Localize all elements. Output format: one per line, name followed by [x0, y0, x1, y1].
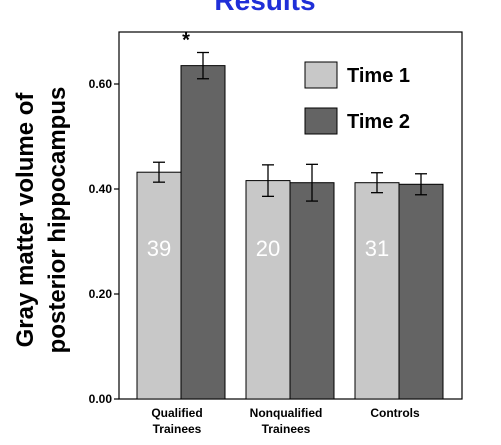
y-axis-title-line-2: posterior hippocampus [44, 87, 71, 354]
x-axis-labels: Qualified Trainees Nonqualified Trainees Con… [151, 406, 420, 436]
bar [354, 182, 400, 400]
legend: Time 1 Time 2 [304, 61, 410, 135]
bar [136, 171, 182, 400]
legend-label: Time 2 [347, 111, 410, 133]
x-tick-label: Qualified [151, 406, 202, 420]
x-tick-label: Controls [370, 406, 420, 420]
error-bars: * [153, 30, 427, 202]
y-axis-title: Gray matter volume of posterior hippocam… [12, 87, 71, 354]
legend-swatch [304, 107, 338, 135]
bar [398, 183, 444, 400]
y-tick-label: 0.20 [89, 287, 113, 301]
bar [245, 180, 291, 400]
sample-size-labels: 39 20 31 [147, 236, 389, 261]
bar [289, 182, 335, 400]
legend-swatch [304, 61, 338, 89]
y-axis: 0.00 0.20 0.40 0.60 [89, 77, 119, 406]
significance-marker: * [182, 30, 190, 52]
y-tick-label: 0.40 [89, 182, 113, 196]
y-tick-label: 0.00 [89, 392, 113, 406]
y-tick-label: 0.60 [89, 77, 113, 91]
x-tick-label: Trainees [153, 422, 202, 436]
bar [180, 65, 226, 400]
chart-title: Results [214, 0, 315, 16]
bars [136, 65, 444, 400]
legend-label: Time 1 [347, 65, 410, 87]
x-tick-label: Nonqualified [250, 406, 323, 420]
x-tick-label: Trainees [262, 422, 311, 436]
sample-size-label: 20 [256, 236, 280, 261]
sample-size-label: 39 [147, 236, 171, 261]
sample-size-label: 31 [365, 236, 389, 261]
y-axis-title-line-1: Gray matter volume of [12, 92, 39, 348]
